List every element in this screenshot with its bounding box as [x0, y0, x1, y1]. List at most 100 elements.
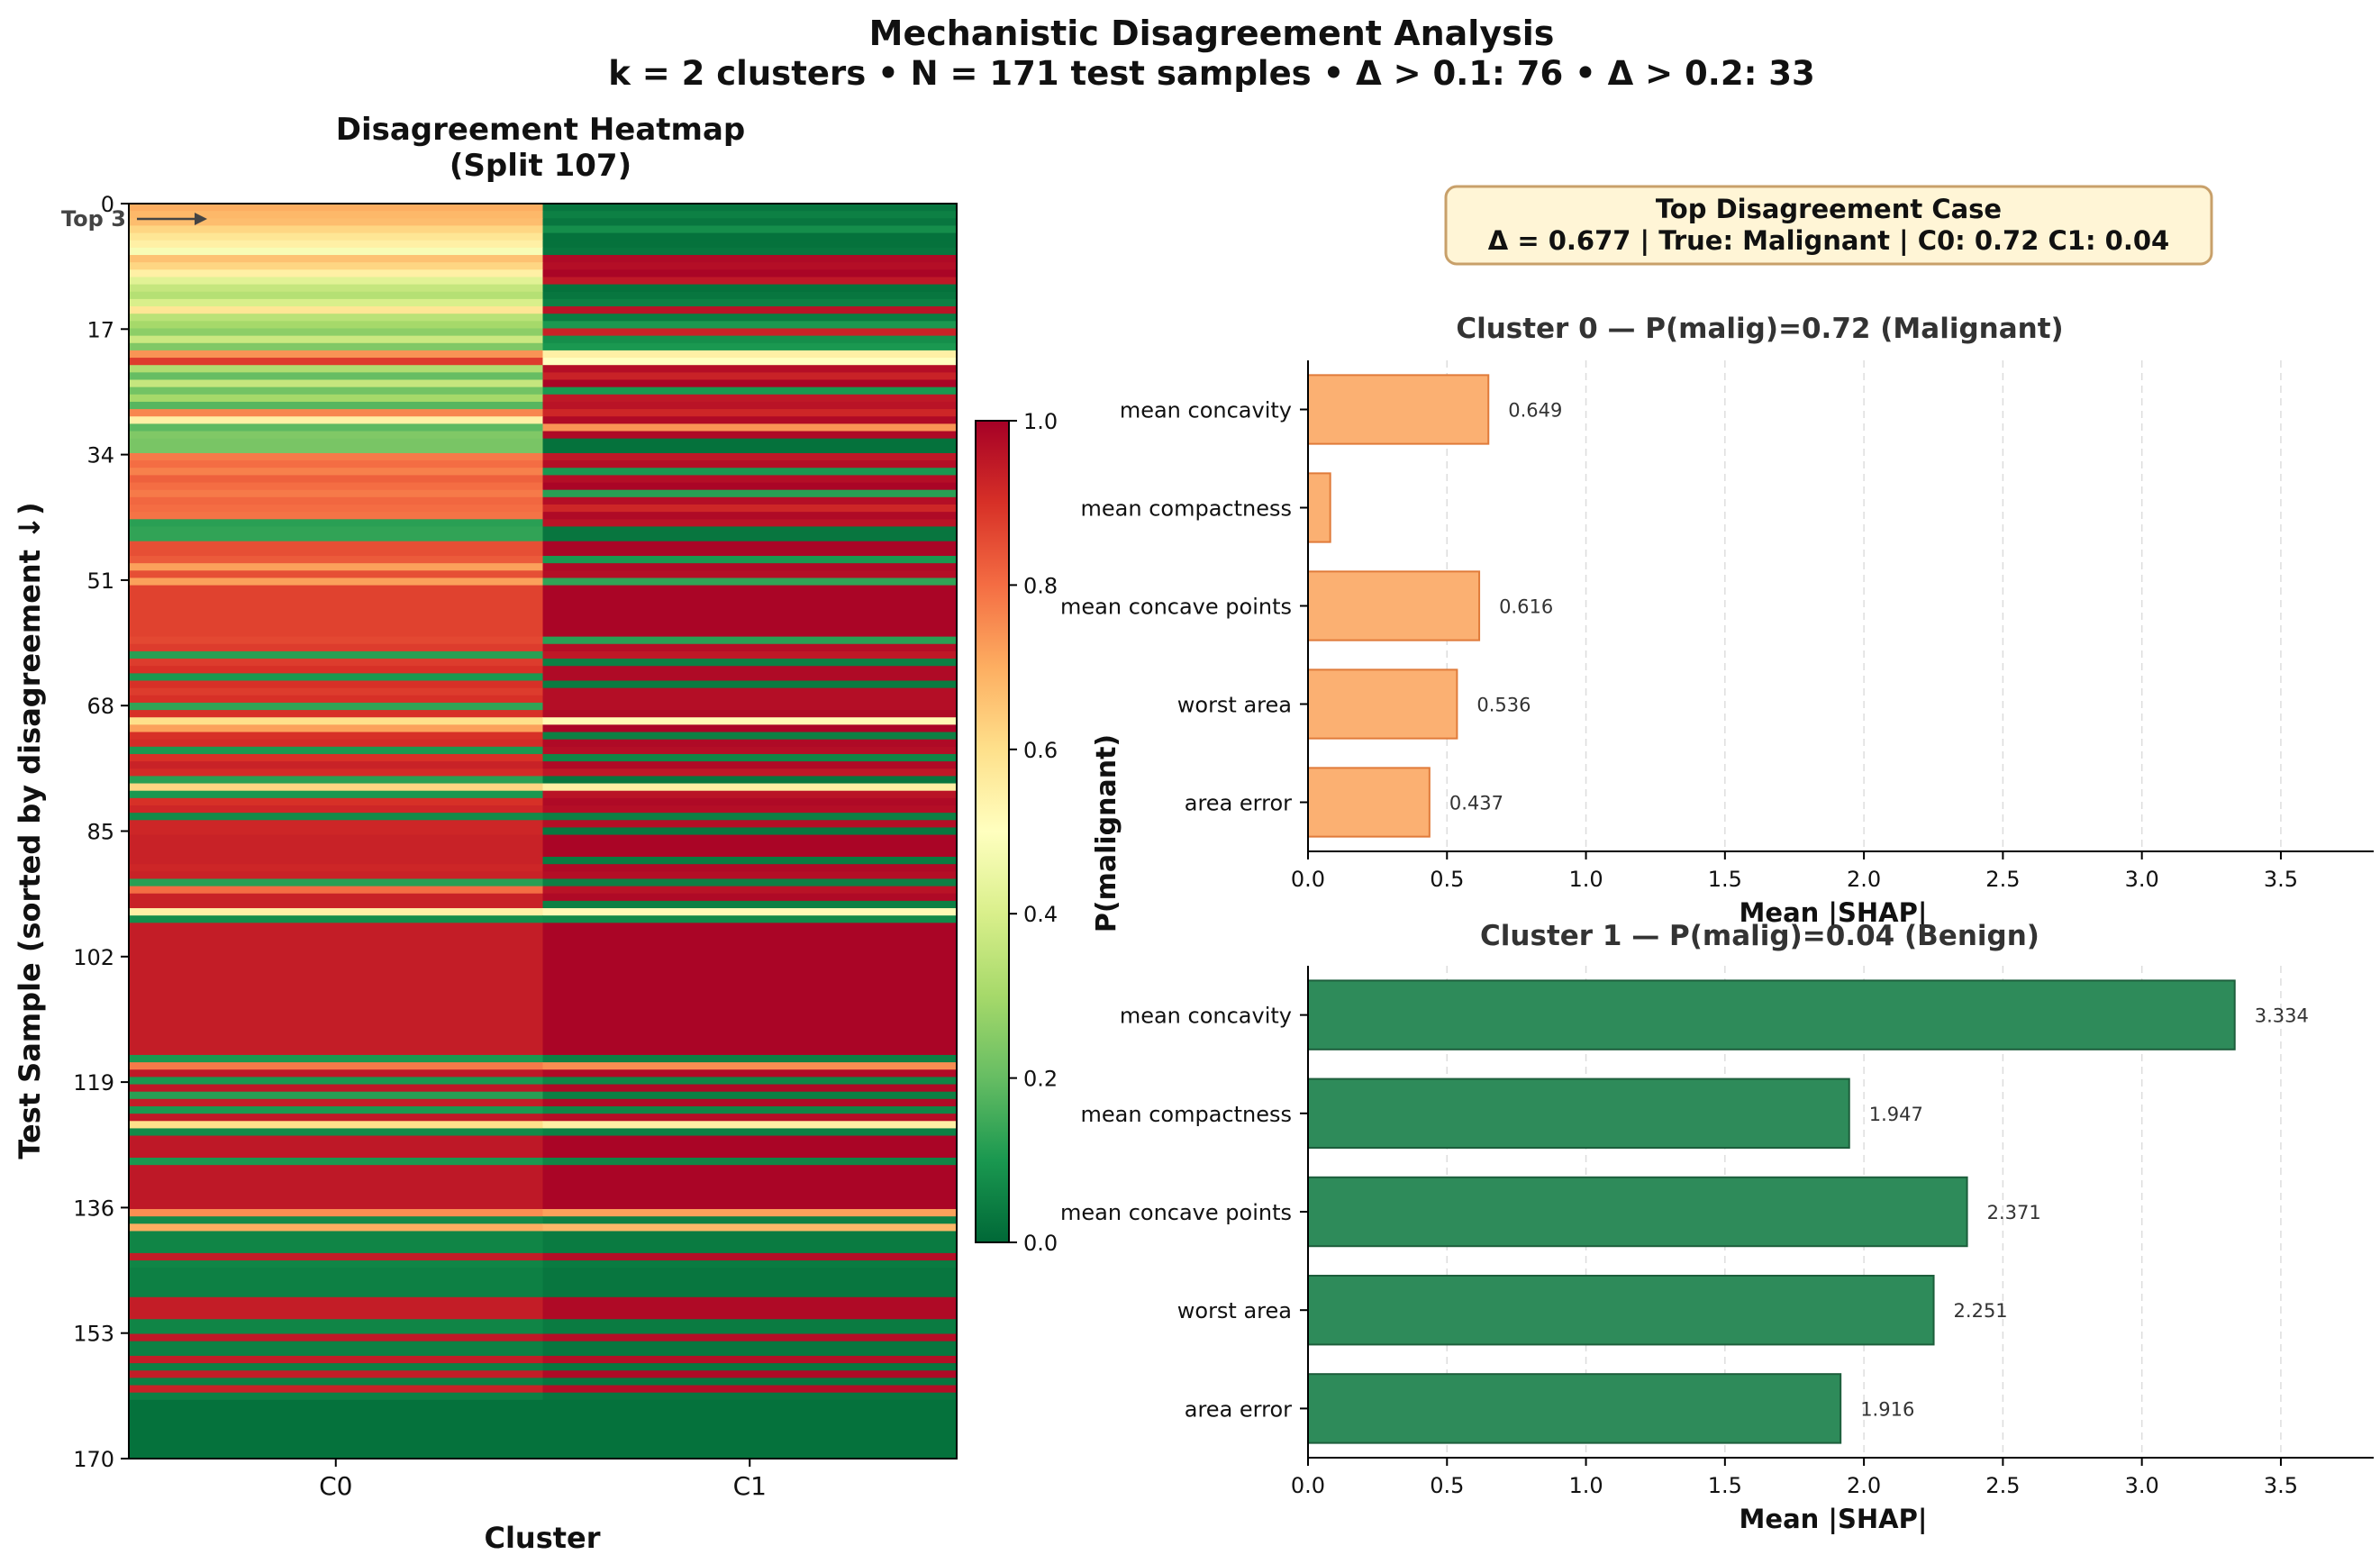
- heatmap-cell-c1: [542, 710, 957, 718]
- heatmap-cell-c1: [542, 724, 957, 733]
- heatmap-cell-c1: [542, 468, 957, 476]
- heatmap-cell-c0: [129, 1077, 543, 1086]
- heatmap-cell-c0: [129, 1392, 543, 1401]
- heatmap-cell-c0: [129, 255, 543, 263]
- cluster0-category-label: area error: [1185, 791, 1292, 816]
- heatmap-cell-c0: [129, 496, 543, 505]
- heatmap-cell-c0: [129, 857, 543, 865]
- heatmap-cell-c0: [129, 409, 543, 417]
- heatmap-y-tick-label: 85: [86, 820, 114, 845]
- heatmap-cell-c1: [542, 702, 957, 711]
- heatmap-cell-c1: [542, 475, 957, 484]
- heatmap-cell-c0: [129, 1355, 543, 1364]
- heatmap-cell-c0: [129, 291, 543, 300]
- heatmap-cell-c0: [129, 893, 543, 902]
- heatmap-cell-c1: [542, 923, 957, 1056]
- heatmap-cell-c0: [129, 702, 543, 711]
- heatmap-cell-c1: [542, 1341, 957, 1357]
- heatmap-cell-c1: [542, 900, 957, 909]
- heatmap-y-tick-label: 102: [73, 945, 114, 970]
- heatmap-cell-c1: [542, 1231, 957, 1254]
- heatmap-cell-c0: [129, 820, 543, 828]
- heatmap-x-tick-label: C0: [319, 1471, 352, 1501]
- cluster1-x-tick-label: 3.5: [2264, 1473, 2298, 1498]
- heatmap-y-tick-label: 0: [101, 192, 114, 217]
- heatmap-cell-c1: [542, 1392, 957, 1401]
- heatmap-cell-c1: [542, 857, 957, 865]
- heatmap-cell-c0: [129, 1128, 543, 1137]
- cluster1-bar: [1307, 979, 2236, 1050]
- heatmap-y-tick-label: 68: [86, 694, 114, 719]
- heatmap-cell-c1: [542, 1165, 957, 1210]
- cluster0-value-label: 0.616: [1499, 596, 1553, 618]
- heatmap-cell-c1: [542, 650, 957, 659]
- heatmap-cell-c1: [542, 746, 957, 755]
- heatmap-cell-c1: [542, 321, 957, 329]
- heatmap-cell-c0: [129, 761, 543, 769]
- heatmap-cell-c0: [129, 284, 543, 293]
- heatmap-cell-c0: [129, 358, 543, 366]
- heatmap-cell-c0: [129, 724, 543, 733]
- heatmap-cell-c0: [129, 489, 543, 498]
- heatmap-cell-c1: [542, 893, 957, 902]
- heatmap-cell-c0: [129, 1105, 543, 1114]
- cluster0-chart-title: Cluster 0 — P(malig)=0.72 (Malignant): [1456, 313, 2063, 345]
- cluster0-x-tick-label: 0.0: [1291, 867, 1325, 892]
- cluster1-category-label: mean compactness: [1081, 1102, 1292, 1127]
- heatmap-cell-c0: [129, 1062, 543, 1070]
- heatmap-x-tick-label: C1: [733, 1471, 767, 1501]
- cluster1-x-tick-label: 2.0: [1847, 1473, 1881, 1498]
- heatmap-cell-c1: [542, 452, 957, 461]
- heatmap-cell-c1: [542, 783, 957, 792]
- heatmap-cell-c0: [129, 710, 543, 718]
- heatmap-cell-c0: [129, 1209, 543, 1217]
- heatmap-cell-c0: [129, 900, 543, 909]
- heatmap-cell-c1: [542, 306, 957, 314]
- heatmap-cell-c0: [129, 1216, 543, 1224]
- cluster0-value-label: 0.437: [1449, 793, 1503, 814]
- heatmap-cell-c1: [542, 262, 957, 270]
- heatmap-cell-c0: [129, 394, 543, 403]
- heatmap-cell-c1: [542, 1105, 957, 1114]
- top-case-title: Top Disagreement Case: [1656, 194, 2002, 224]
- heatmap-cell-c0: [129, 504, 543, 513]
- heatmap-cell-c1: [542, 570, 957, 578]
- heatmap-y-tick-label: 17: [86, 317, 114, 342]
- heatmap-cell-c0: [129, 659, 543, 667]
- heatmap-cell-c1: [542, 504, 957, 513]
- heatmap-cell-c1: [542, 732, 957, 741]
- cluster1-bar: [1307, 1078, 1850, 1150]
- heatmap-cell-c1: [542, 379, 957, 388]
- heatmap-cell-c1: [542, 563, 957, 571]
- heatmap-y-label: Test Sample (sorted by disagreement ↓): [13, 502, 47, 1159]
- heatmap-cell-c0: [129, 1252, 543, 1261]
- heatmap-cell-c0: [129, 1341, 543, 1357]
- cluster1-x-label: Mean |SHAP|: [1740, 1504, 1928, 1534]
- heatmap-cell-c0: [129, 416, 543, 424]
- colorbar-tick-label: 0.0: [1023, 1231, 1058, 1256]
- heatmap-cell-c0: [129, 1114, 543, 1122]
- heatmap-cell-c0: [129, 1370, 543, 1378]
- heatmap-cell-c1: [542, 1385, 957, 1394]
- cluster1-bar: [1307, 1274, 1935, 1346]
- cluster0-bar: [1307, 668, 1458, 740]
- heatmap-cell-c0: [129, 262, 543, 270]
- heatmap-title: Disagreement Heatmap: [336, 112, 745, 148]
- heatmap-cell-c1: [542, 204, 957, 212]
- heatmap-cell-c0: [129, 687, 543, 696]
- cluster1-x-tick-label: 2.5: [1985, 1473, 2020, 1498]
- heatmap-cell-c1: [542, 372, 957, 381]
- heatmap-cell-c1: [542, 659, 957, 667]
- heatmap-cell-c1: [542, 314, 957, 322]
- heatmap-cell-c0: [129, 739, 543, 748]
- heatmap-cell-c0: [129, 240, 543, 249]
- heatmap-cell-c0: [129, 864, 543, 872]
- heatmap-cell-c1: [542, 1252, 957, 1261]
- heatmap-cell-c1: [542, 1378, 957, 1387]
- heatmap-cell-c1: [542, 1260, 957, 1268]
- heatmap-cell-c0: [129, 827, 543, 836]
- heatmap-cell-c0: [129, 379, 543, 388]
- heatmap-cell-c0: [129, 1378, 543, 1387]
- top-case-box: [1444, 185, 2213, 266]
- colorbar-tick-label: 0.4: [1023, 902, 1058, 927]
